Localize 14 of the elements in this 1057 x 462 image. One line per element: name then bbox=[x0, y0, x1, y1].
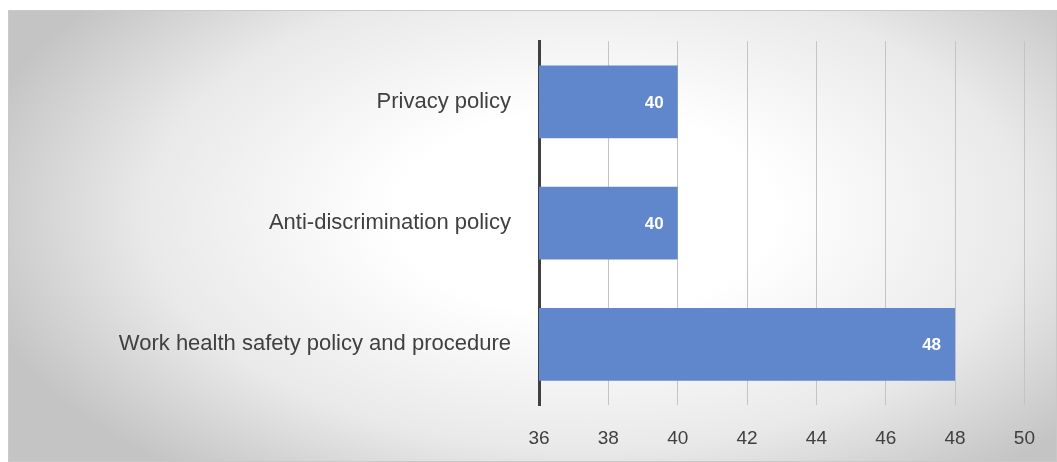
y-tick-label: Anti-discrimination policy bbox=[268, 209, 511, 235]
data-label: 40 bbox=[644, 213, 664, 233]
x-tick-label: 44 bbox=[805, 426, 828, 448]
data-label: 48 bbox=[922, 335, 942, 355]
data-label: 40 bbox=[644, 92, 664, 112]
x-tick-label: 48 bbox=[944, 426, 966, 448]
y-tick-label: Privacy policy bbox=[376, 87, 511, 113]
x-tick-label: 42 bbox=[736, 426, 758, 448]
x-tick-label: 36 bbox=[528, 426, 550, 448]
x-tick-label: 40 bbox=[667, 426, 689, 448]
x-tick-label: 46 bbox=[875, 426, 897, 448]
x-tick-label: 50 bbox=[1013, 426, 1035, 448]
y-tick-label: Work health safety policy and procedure bbox=[118, 330, 511, 356]
x-tick-label: 38 bbox=[597, 426, 619, 448]
